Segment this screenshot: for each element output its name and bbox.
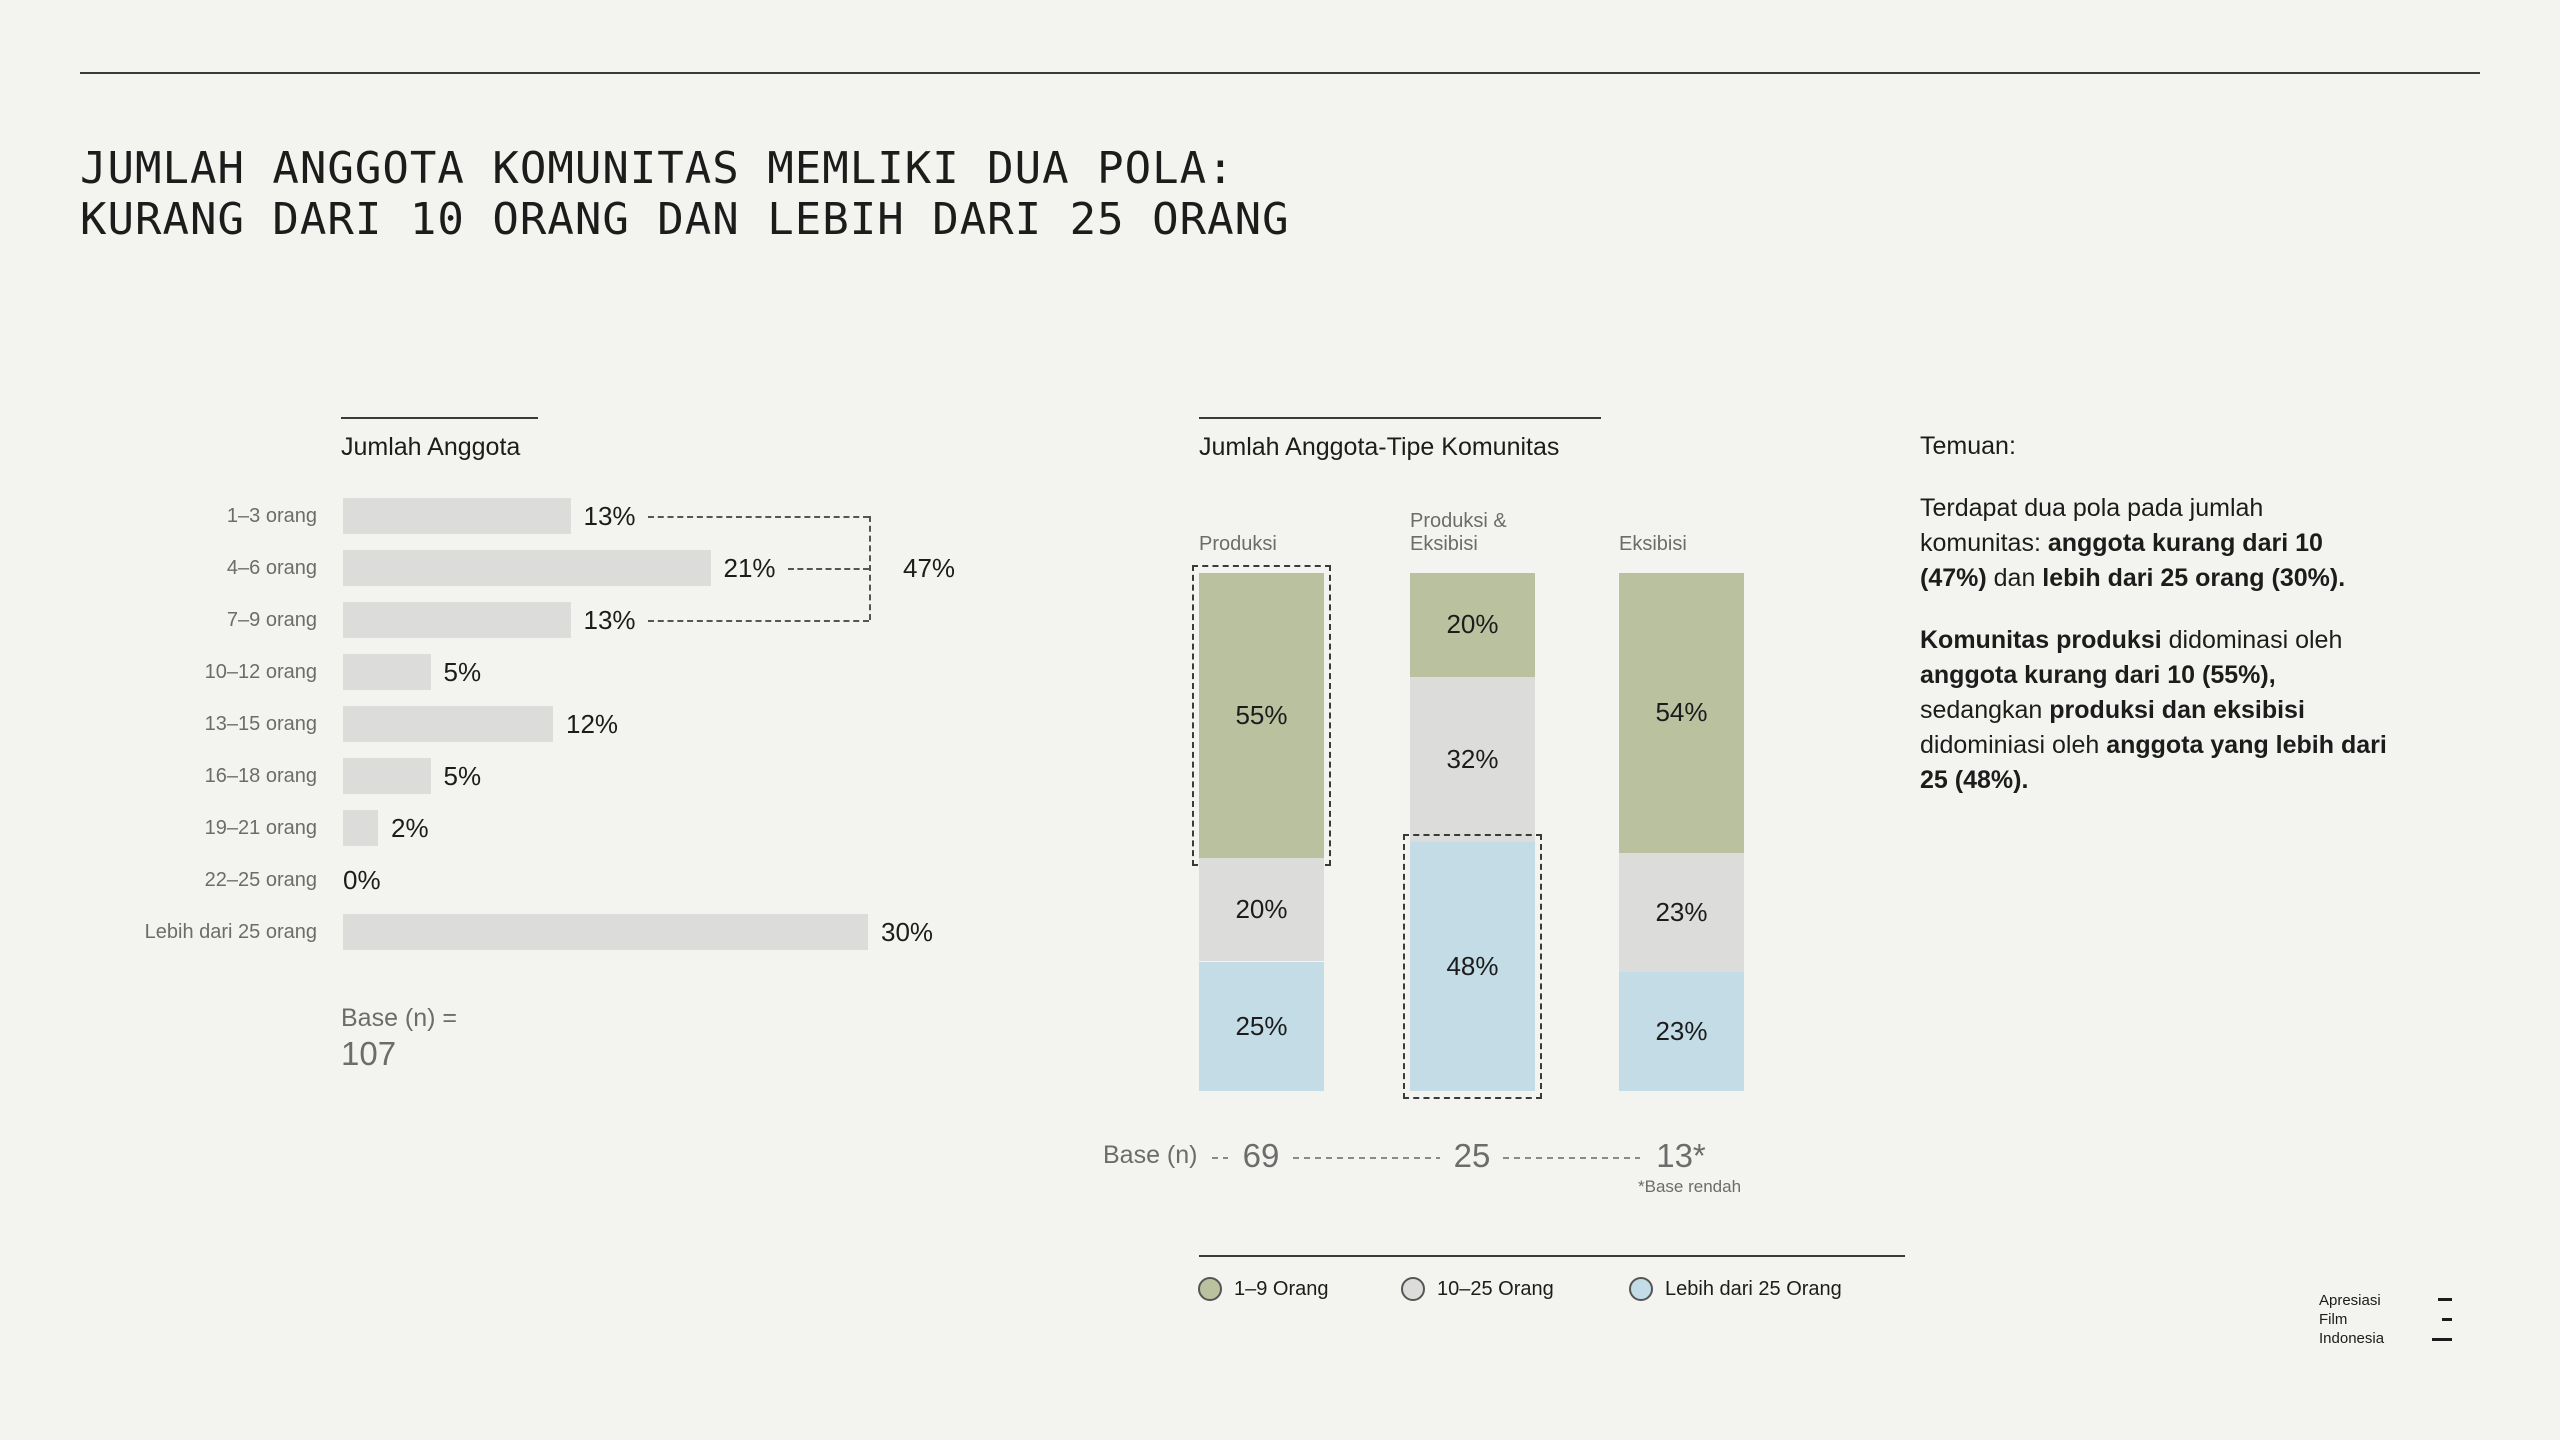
legend-label: Lebih dari 25 Orang: [1665, 1277, 1842, 1300]
category-label: 10–12 orang: [204, 661, 317, 683]
brand-line-2: Film: [2319, 1311, 2348, 1328]
highlight-box: [1192, 565, 1331, 866]
legend-item-10-25: 10–25 Orang: [1401, 1277, 1554, 1301]
bar: [343, 706, 553, 742]
bar-value-label: 13%: [583, 501, 636, 531]
findings-text: dan: [1986, 564, 2043, 592]
bar-value-label: 12%: [566, 709, 619, 739]
legend-label: 1–9 Orang: [1234, 1277, 1329, 1300]
brand-line-1: Apresiasi: [2319, 1292, 2381, 1309]
legend-swatch-blue: [1629, 1277, 1653, 1301]
brand-line-3: Indonesia: [2319, 1330, 2385, 1347]
menu-lines-icon: [2432, 1298, 2452, 1341]
bar: [343, 758, 431, 794]
category-label: 4–6 orang: [226, 557, 317, 579]
category-label: 22–25 orang: [204, 869, 317, 891]
left-chart-title: Jumlah Anggota: [341, 433, 521, 461]
column-label: Eksibisi: [1619, 533, 1687, 555]
left-base-value: 107: [341, 1035, 397, 1072]
stacked-segment: 48%: [1410, 842, 1535, 1091]
findings-emphasis: anggota kurang dari 10 (55%),: [1920, 661, 2276, 689]
column-label: Produksi: [1199, 533, 1277, 555]
category-label: 19–21 orang: [204, 817, 317, 839]
findings-paragraph-2: Komunitas produksi didominasi oleh anggo…: [1920, 623, 2390, 798]
bar: [343, 602, 571, 638]
top-divider: [80, 72, 2480, 74]
bracket-total-label: 47%: [903, 553, 956, 583]
column-label: Produksi & Eksibisi: [1410, 510, 1507, 555]
base-value: 25: [1453, 1137, 1491, 1174]
page-title-line-1: JUMLAH ANGGOTA KOMUNITAS MEMLIKI DUA POL…: [80, 143, 1235, 194]
bracket-connector: [787, 568, 869, 570]
stacked-segment: 20%: [1199, 857, 1324, 962]
legend-swatch-gray: [1401, 1277, 1425, 1301]
category-label: Lebih dari 25 orang: [144, 921, 317, 943]
bar: [343, 914, 868, 950]
findings-emphasis: produksi dan eksibisi: [2049, 696, 2305, 724]
highlight-box: [1403, 834, 1542, 1099]
findings-text: Terdapat dua pola pada jumlah komunitas:: [1920, 494, 2264, 557]
legend-swatch-green: [1198, 1277, 1222, 1301]
low-base-note: *Base rendah: [1638, 1177, 1742, 1196]
page-title-line-2: KURANG DARI 10 ORANG DAN LEBIH DARI 25 O…: [80, 194, 1290, 245]
bracket-connector: [647, 516, 869, 518]
bar-value-label: 2%: [391, 813, 429, 843]
category-label: 13–15 orang: [204, 713, 317, 735]
stacked-base-label: Base (n): [1103, 1141, 1198, 1169]
bar: [343, 550, 711, 586]
findings-emphasis: anggota yang lebih dari 25 (48%).: [1920, 731, 2387, 794]
left-chart-rule: [341, 417, 538, 419]
stacked-segment: 20%: [1410, 573, 1535, 677]
bar-value-label: 5%: [443, 657, 482, 687]
stacked-segment: 23%: [1619, 971, 1744, 1091]
page-title: JUMLAH ANGGOTA KOMUNITAS MEMLIKI DUA POL…: [80, 143, 1290, 245]
bar-value-label: 30%: [881, 917, 934, 947]
findings-title: Temuan:: [1920, 432, 2016, 460]
bar: [343, 498, 571, 534]
stacked-segment: 23%: [1619, 852, 1744, 972]
bracket-vertical: [869, 516, 871, 620]
category-label: 1–3 orang: [226, 505, 317, 527]
bar-value-label: 13%: [583, 605, 636, 635]
category-label: 16–18 orang: [204, 765, 317, 787]
bar-value-label: 21%: [723, 553, 776, 583]
middle-chart-rule: [1199, 417, 1601, 419]
legend-label: 10–25 Orang: [1437, 1277, 1554, 1300]
bar: [343, 654, 431, 690]
findings-emphasis: Komunitas produksi: [1920, 626, 2162, 654]
legend-rule: [1199, 1255, 1905, 1257]
stacked-segment: 54%: [1619, 573, 1744, 853]
findings-text: didominiasi oleh: [1920, 731, 2107, 759]
findings-emphasis: lebih dari 25 orang (30%).: [2042, 564, 2346, 592]
left-base-label: Base (n) =: [341, 1004, 458, 1032]
findings-paragraph-1: Terdapat dua pola pada jumlah komunitas:…: [1920, 491, 2390, 596]
bar-value-label: 0%: [343, 865, 381, 895]
bar-value-label: 5%: [443, 761, 482, 791]
findings-text: didominasi oleh: [2161, 626, 2343, 654]
legend-item-over-25: Lebih dari 25 Orang: [1629, 1277, 1842, 1301]
middle-chart-title: Jumlah Anggota-Tipe Komunitas: [1199, 433, 1560, 461]
base-value: 69: [1242, 1137, 1280, 1174]
stacked-segment: 32%: [1410, 676, 1535, 843]
stacked-segment: 25%: [1199, 961, 1324, 1091]
category-label: 7–9 orang: [226, 609, 317, 631]
findings-emphasis: anggota kurang dari 10 (47%): [1920, 529, 2323, 592]
base-value: 13*: [1656, 1137, 1706, 1174]
brand-wordmark: Apresiasi Film Indonesia: [2319, 1291, 2384, 1348]
stacked-segment: 55%: [1199, 573, 1324, 858]
bracket-connector: [647, 620, 869, 622]
legend-item-1-9: 1–9 Orang: [1198, 1277, 1329, 1301]
findings-text: sedangkan: [1920, 696, 2050, 724]
bar: [343, 810, 378, 846]
